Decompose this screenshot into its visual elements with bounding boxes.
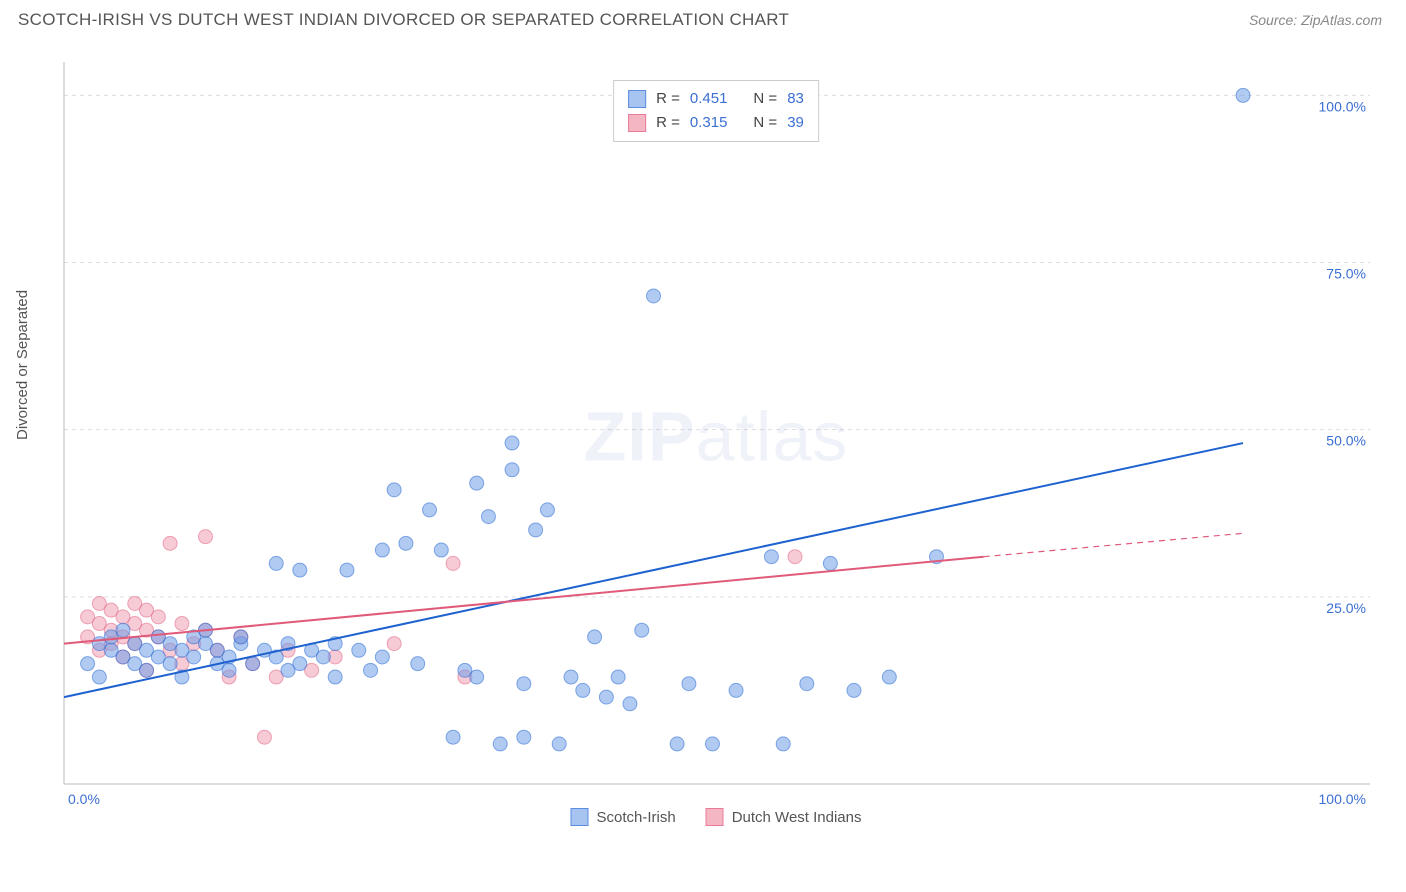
r-label: R = bbox=[656, 87, 680, 111]
source-label: Source: bbox=[1249, 12, 1301, 28]
chart-title: SCOTCH-IRISH VS DUTCH WEST INDIAN DIVORC… bbox=[18, 10, 789, 30]
series-legend: Scotch-Irish Dutch West Indians bbox=[571, 808, 862, 826]
legend-swatch-scotch-irish bbox=[571, 808, 589, 826]
correlation-legend: R = 0.451 N = 83 R = 0.315 N = 39 bbox=[613, 80, 819, 142]
y-axis-label: Divorced or Separated bbox=[14, 290, 31, 440]
scatter-plot-svg: 25.0% 50.0% 75.0% 100.0% 0.0% 100.0% bbox=[60, 58, 1372, 828]
legend-swatch-dutch-west-indians bbox=[706, 808, 724, 826]
r-value-scotch-irish: 0.451 bbox=[690, 87, 728, 111]
n-label: N = bbox=[753, 111, 777, 135]
svg-text:100.0%: 100.0% bbox=[1319, 791, 1366, 807]
chart-container: Divorced or Separated 25.0%50.0%75.0%100… bbox=[18, 40, 1388, 870]
svg-text:25.0%: 25.0% bbox=[1326, 600, 1366, 616]
svg-text:0.0%: 0.0% bbox=[68, 791, 100, 807]
legend-label-dutch-west-indians: Dutch West Indians bbox=[732, 809, 862, 826]
n-value-dutch-west-indians: 39 bbox=[787, 111, 804, 135]
swatch-scotch-irish bbox=[628, 90, 646, 108]
correlation-row-scotch-irish: R = 0.451 N = 83 bbox=[628, 87, 804, 111]
correlation-row-dutch-west-indians: R = 0.315 N = 39 bbox=[628, 111, 804, 135]
r-value-dutch-west-indians: 0.315 bbox=[690, 111, 728, 135]
svg-text:75.0%: 75.0% bbox=[1326, 266, 1366, 282]
svg-text:100.0%: 100.0% bbox=[1319, 98, 1366, 114]
legend-label-scotch-irish: Scotch-Irish bbox=[597, 809, 676, 826]
swatch-dutch-west-indians bbox=[628, 114, 646, 132]
source-name: ZipAtlas.com bbox=[1301, 12, 1382, 28]
plot-area: 25.0%50.0%75.0%100.0%0.0%100.0% ZIPatlas… bbox=[60, 58, 1372, 828]
r-label: R = bbox=[656, 111, 680, 135]
legend-item-dutch-west-indians: Dutch West Indians bbox=[706, 808, 862, 826]
n-label: N = bbox=[753, 87, 777, 111]
source-attribution: Source: ZipAtlas.com bbox=[1249, 12, 1382, 28]
svg-text:50.0%: 50.0% bbox=[1326, 433, 1366, 449]
legend-item-scotch-irish: Scotch-Irish bbox=[571, 808, 676, 826]
n-value-scotch-irish: 83 bbox=[787, 87, 804, 111]
